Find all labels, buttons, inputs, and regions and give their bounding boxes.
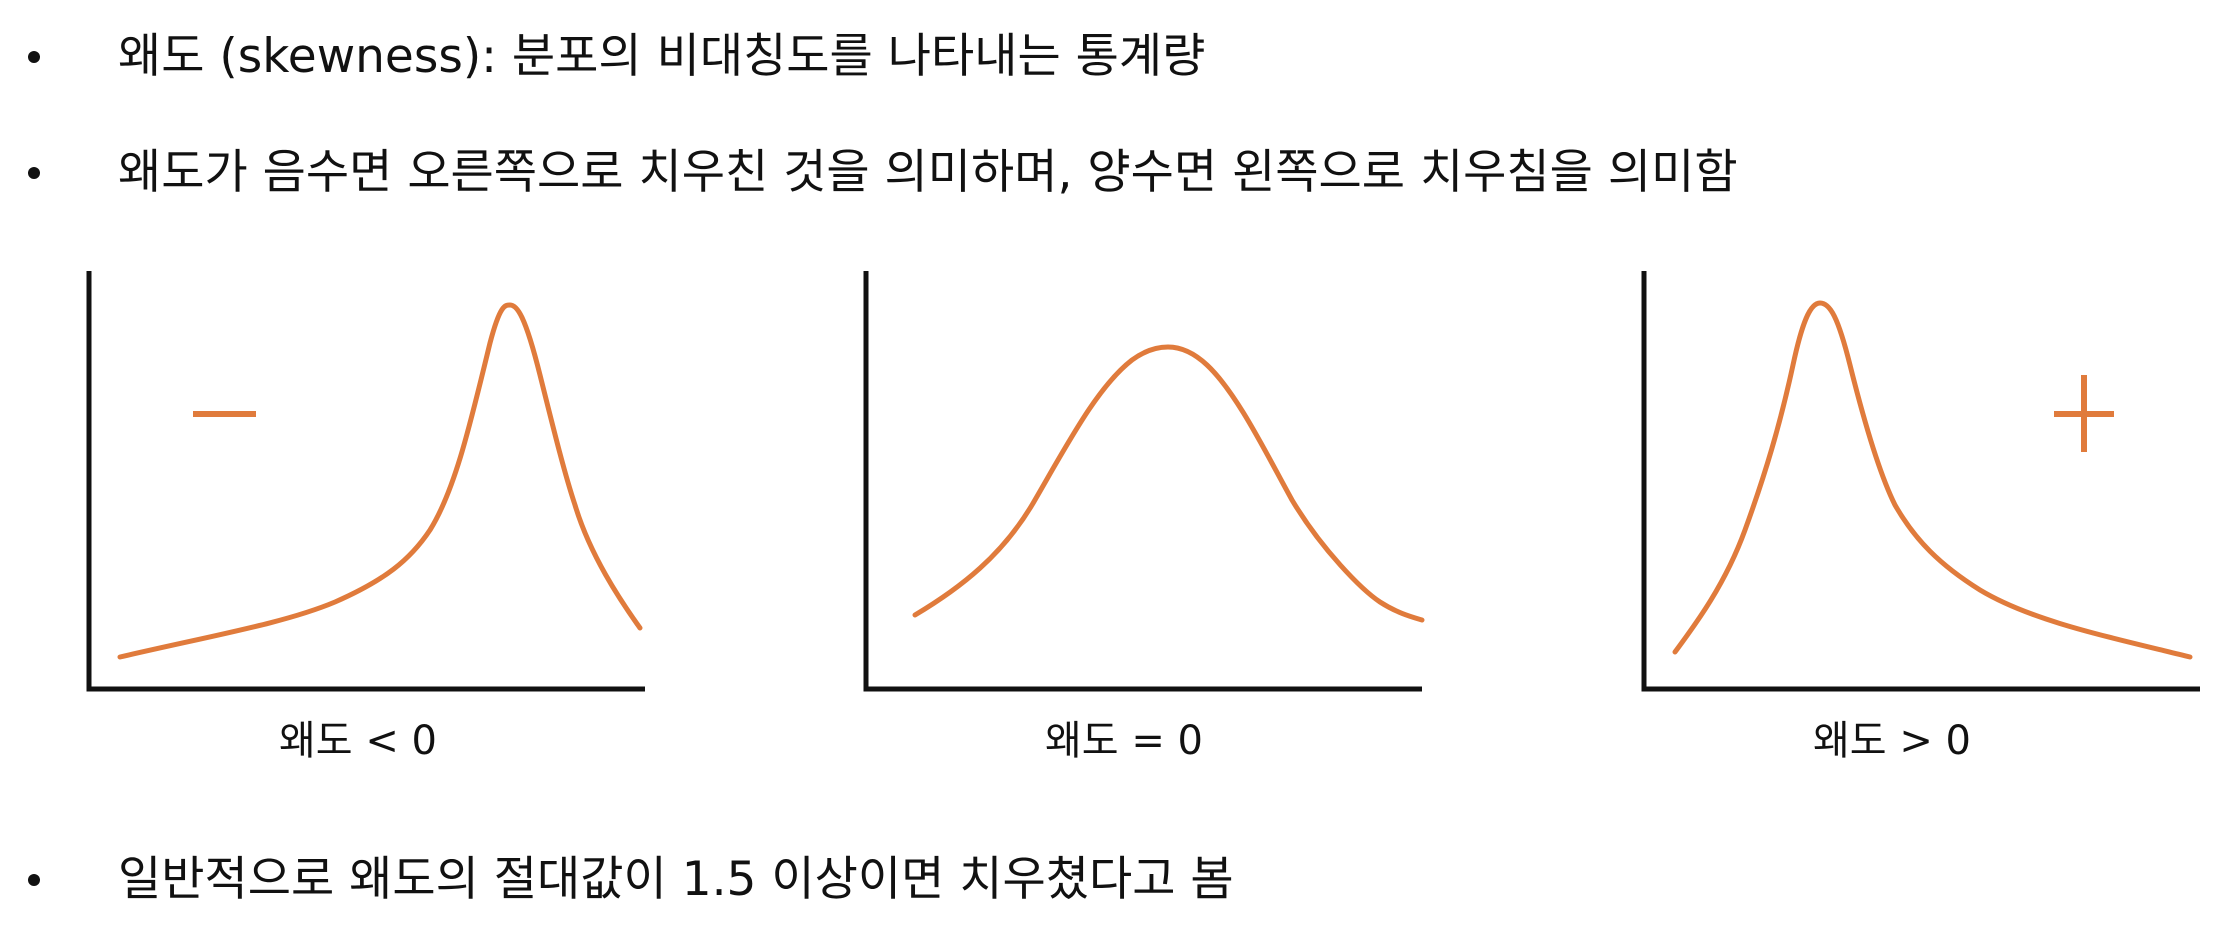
axes [86, 271, 645, 692]
distribution-curve [912, 344, 1425, 623]
bullet-dot-icon [28, 167, 40, 179]
bullet-dot-icon [28, 51, 40, 63]
skew-negative-diagram [85, 265, 665, 705]
skew-zero-plot [863, 271, 1425, 692]
axes [863, 271, 1422, 692]
skew-zero-diagram [862, 265, 1442, 705]
bullet-text: 왜도가 음수면 오른쪽으로 치우친 것을 의미하며, 양수면 왼쪽으로 치우침을… [118, 145, 1738, 200]
bullet-text: 왜도 (skewness): 분포의 비대칭도를 나타내는 통계량 [118, 29, 1206, 84]
axes [1641, 271, 2200, 692]
skew-positive-plot [1641, 271, 2200, 692]
skew-positive-diagram [1640, 265, 2220, 705]
bullet-text: 일반적으로 왜도의 절대값이 1.5 이상이면 치우쳤다고 봄 [118, 852, 1234, 907]
panel-caption: 왜도 > 0 [1813, 718, 1971, 764]
plus-icon [2054, 375, 2114, 452]
minus-icon [193, 411, 256, 417]
distribution-curve [1672, 300, 2193, 660]
skew-negative-plot [86, 271, 645, 692]
bullet-dot-icon [28, 874, 40, 886]
panel-caption: 왜도 < 0 [279, 718, 437, 764]
distribution-curve [117, 302, 643, 660]
panel-caption: 왜도 = 0 [1045, 718, 1203, 764]
